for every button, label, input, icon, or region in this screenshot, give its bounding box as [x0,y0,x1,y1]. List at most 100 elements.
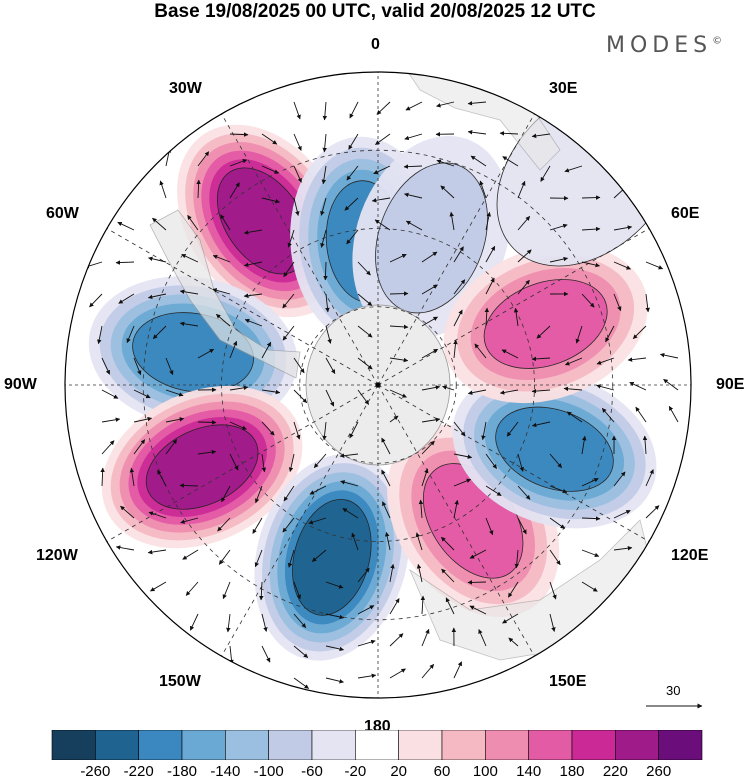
wind-arrow [645,469,654,487]
wind-arrow [165,417,185,423]
wind-arrow [261,645,271,663]
wind-arrow [243,293,263,298]
wind-vectors [84,101,679,689]
wind-arrow [581,581,598,592]
wind-arrow [320,229,327,248]
wind-arrow [261,613,268,632]
wind-arrow [325,581,344,589]
wind-arrow [575,325,583,344]
colorbar-tick-label: -220 [123,763,154,780]
wind-arrow [196,179,201,199]
wind-arrow [469,605,487,615]
lon-label-30e: 30E [549,80,578,97]
wind-arrow [404,133,423,141]
wind-arrow [148,256,167,263]
wind-arrow [197,449,217,455]
wind-arrow [244,318,263,327]
wind-arrow [478,629,487,647]
wind-arrow [453,246,464,263]
wind-arrow [549,256,569,263]
wind-arrow [282,517,295,533]
wind-arrow [440,185,455,199]
wind-arrow [517,279,530,295]
lon-label-60w: 60W [46,205,79,222]
wind-arrow [467,129,487,135]
colorbar-tick-label: -100 [253,763,284,780]
wind-arrow [133,416,153,423]
wind-arrow [150,581,167,592]
wind-arrow [613,293,622,312]
wind-arrow [322,133,327,153]
wind-arrow [501,349,519,359]
wind-arrow [212,288,231,295]
wind-arrow [133,439,146,455]
wind-arrow [389,324,409,330]
wind-arrow [613,225,633,231]
wind-arrow [549,549,561,566]
lon-label-150w: 150W [159,673,201,690]
reference-vector-label: 30 [666,683,681,698]
brand-text: MODES [606,33,713,58]
wind-arrow [441,536,455,551]
wind-arrow [115,545,135,551]
wind-arrow [663,378,679,391]
colorbar-tick-label: 100 [472,763,498,780]
wind-arrow [467,389,487,395]
wind-arrow [564,165,583,173]
wind-arrow [261,197,280,204]
colorbar-swatch-2 [138,730,183,760]
wind-arrow [479,180,487,199]
wind-arrow [421,316,438,327]
wind-arrow [339,453,359,458]
wind-arrow [389,668,406,679]
wind-arrow [229,182,240,199]
wind-arrow [101,417,121,423]
colorbar-swatch-0 [51,730,96,760]
wind-arrow [549,517,566,529]
wind-arrow [613,261,631,270]
wind-arrow [357,673,377,679]
wind-arrow [421,440,435,455]
anomaly-center-7 [452,370,657,529]
wind-arrow [351,532,359,551]
colorbar-tick-label: 260 [646,763,672,780]
wind-arrow [182,549,199,560]
wind-arrow [218,549,231,565]
colorbar-swatch-1 [95,730,139,760]
wind-arrow [100,467,105,487]
wind-arrow [596,384,615,391]
wind-arrow [322,421,327,441]
wind-arrow [259,581,264,601]
wind-arrow [261,421,275,436]
wind-arrow [421,663,435,679]
wind-arrow [389,415,399,423]
wind-arrow [416,563,423,583]
colorbar-swatch-12 [571,730,616,760]
wind-arrow [261,341,272,359]
wind-arrow [404,192,423,199]
wind-arrow [403,164,423,169]
wind-arrow [187,214,199,231]
wind-arrow [502,613,519,624]
wind-arrow [220,214,231,231]
wind-arrow [97,325,103,345]
wind-arrow [421,417,441,423]
wind-arrow [180,517,199,524]
wind-arrow [627,357,647,362]
wind-arrow [357,293,373,306]
wind-arrow [229,340,238,359]
wind-arrow [215,313,231,327]
wind-arrow [165,389,184,397]
wind-arrow [436,101,455,108]
wind-arrow [514,549,519,569]
wind-arrow [221,485,231,503]
wind-arrow [581,226,601,232]
wind-arrow [229,159,248,167]
wind-arrow [133,357,142,376]
colorbar-swatch-10 [485,730,529,760]
south-america-land [149,209,301,379]
wind-arrow [325,293,330,313]
wind-arrow [229,421,247,430]
lon-label-30w: 30W [169,80,202,97]
wind-arrow [549,613,556,632]
